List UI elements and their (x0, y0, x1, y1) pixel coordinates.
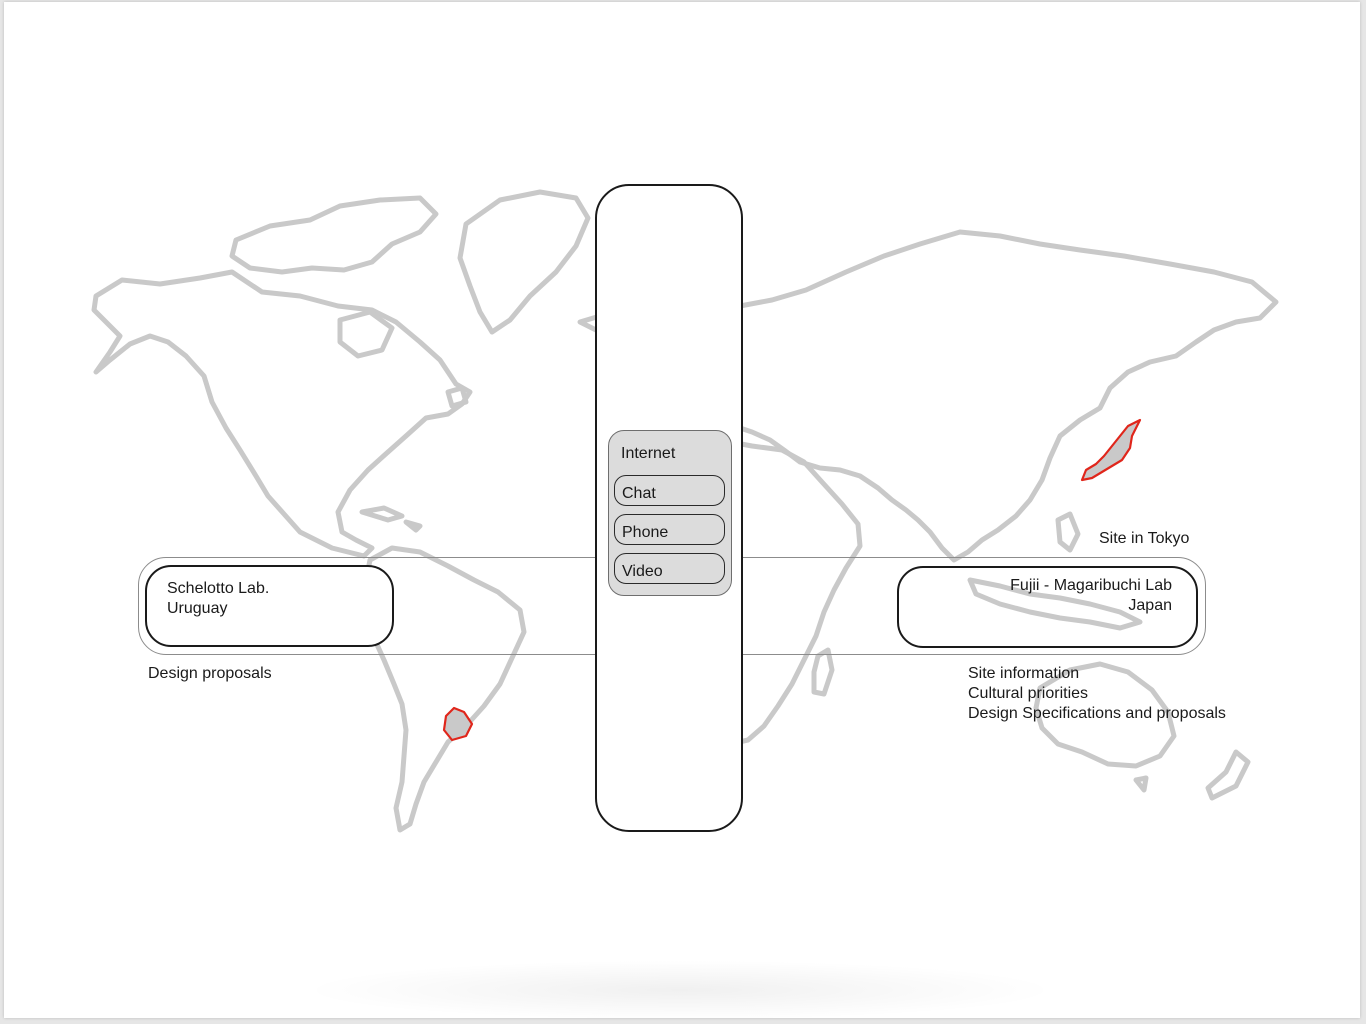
fujii-lab-name: Fujii - Magaribuchi Lab (1010, 577, 1172, 594)
video-option[interactable]: Video (614, 553, 725, 584)
schelotto-lab-box[interactable]: Schelotto Lab. Uruguay (145, 565, 394, 647)
phone-option[interactable]: Phone (614, 514, 725, 545)
philippines-outline (1055, 511, 1081, 553)
indonesia-outline (967, 577, 1143, 631)
south-america-outline (361, 545, 527, 833)
madagascar-outline (811, 647, 835, 697)
schelotto-lab-name: Schelotto Lab. (167, 580, 270, 597)
arctic-islands-outline (229, 195, 439, 275)
new-zealand-outline (1205, 749, 1251, 801)
design-proposals-label: Design proposals (148, 665, 272, 682)
chat-option[interactable]: Chat (614, 475, 725, 506)
japan-highlight (1080, 418, 1142, 482)
caribbean-islands-outline (359, 505, 423, 533)
eurasia-outline (665, 229, 1279, 563)
uruguay-highlight (442, 706, 474, 742)
communication-box: Internet Chat Phone Video (608, 430, 732, 596)
slide-shadow (300, 960, 1060, 1020)
site-in-tokyo-label: Site in Tokyo (1099, 530, 1190, 547)
site-information-label: Site information (968, 665, 1080, 682)
japan-outputs-list: Site information Cultural priorities Des… (968, 664, 1226, 724)
north-america-outline (91, 269, 473, 559)
internet-label: Internet (621, 445, 676, 462)
australia-outline (1033, 661, 1177, 769)
greenland-outline (457, 189, 591, 335)
hudson-island-outline (337, 309, 395, 359)
schelotto-lab-text: Schelotto Lab. Uruguay (167, 579, 269, 619)
newfoundland-outline (445, 385, 469, 409)
fujii-lab-text: Fujii - Magaribuchi Lab Japan (1010, 576, 1172, 616)
schelotto-lab-country: Uruguay (167, 600, 228, 617)
fujii-lab-country: Japan (1128, 597, 1172, 614)
fujii-magaribuchi-lab-box[interactable]: Fujii - Magaribuchi Lab Japan (897, 566, 1198, 648)
tasmania-outline (1133, 775, 1149, 793)
design-specifications-label: Design Specifications and proposals (968, 705, 1226, 722)
cultural-priorities-label: Cultural priorities (968, 685, 1089, 702)
